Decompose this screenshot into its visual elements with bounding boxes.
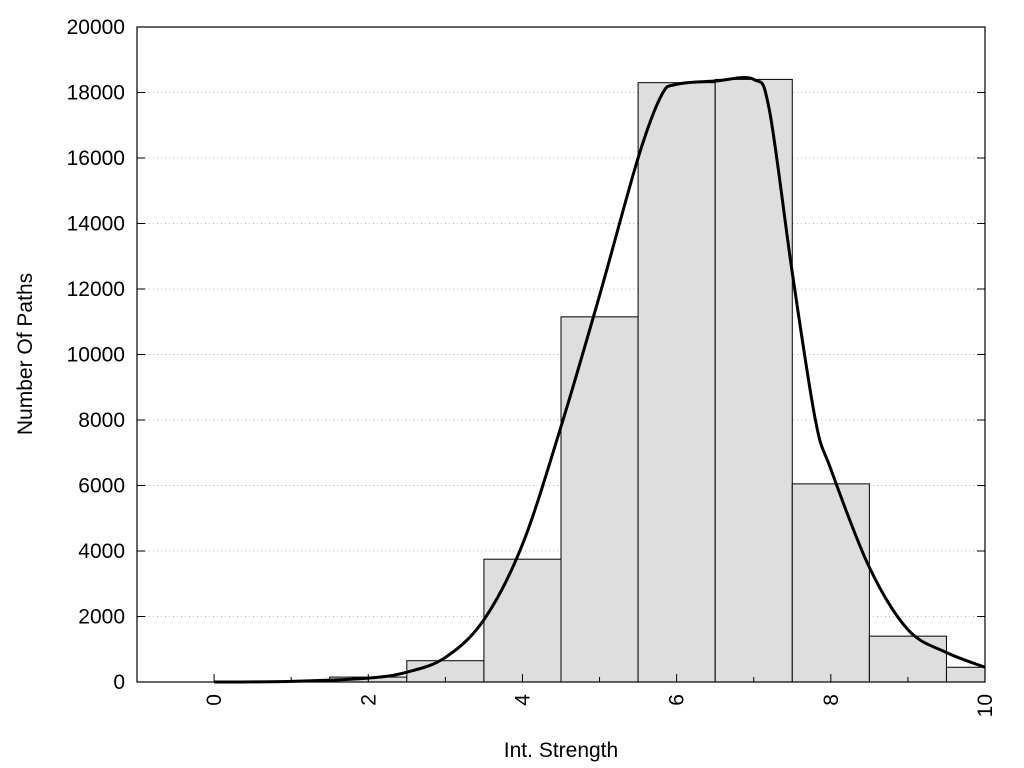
y-axis-ticks: 0 2000 4000 6000 8000 10000 12000 14000 16000 180… [67,16,985,694]
histogram-bar [637,82,716,683]
x-tick-label: 6 [666,694,689,706]
fit-curve [214,76,986,684]
histogram-bar [868,635,947,683]
x-axis-ticks: 0 2 4 6 8 10 [203,674,997,717]
histogram-bar [791,483,870,683]
y-tick-label: 12000 [67,278,125,301]
y-tick-label: 2000 [78,606,125,629]
y-tick-label: 8000 [78,409,125,432]
y-tick-label: 18000 [67,82,125,105]
x-axis-title: Int. Strength [504,739,618,762]
y-tick-label: 16000 [67,147,125,170]
y-tick-label: 14000 [67,213,125,236]
histogram-bar [714,78,793,683]
histogram-bars [252,78,986,683]
y-tick-label: 20000 [67,16,125,39]
y-tick-label: 0 [113,671,125,694]
fit-curve-line [214,76,986,684]
x-tick-label: 8 [820,694,843,706]
y-tick-label: 4000 [78,540,125,563]
histogram-bar [483,558,562,683]
x-tick-label: 0 [203,694,226,706]
histogram-bar [560,316,639,683]
x-tick-label: 2 [357,694,380,706]
y-axis-title: Number Of Paths [14,273,37,435]
x-tick-label: 10 [974,694,997,717]
x-tick-label: 4 [511,694,534,706]
histogram-bar [945,666,986,683]
y-tick-label: 6000 [78,475,125,498]
y-tick-label: 10000 [67,344,125,367]
